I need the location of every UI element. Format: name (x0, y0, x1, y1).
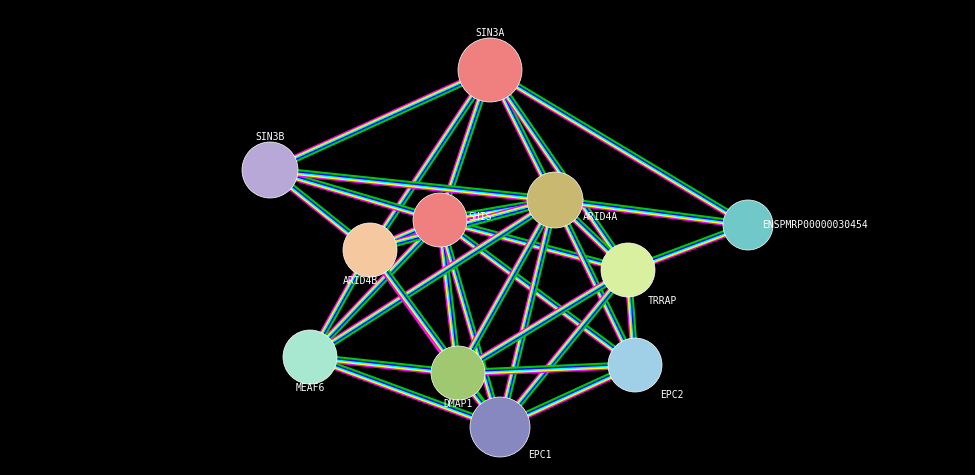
Circle shape (283, 330, 337, 384)
Text: TRRAP: TRRAP (647, 296, 677, 306)
Text: SHIS: SHIS (468, 212, 491, 222)
Text: MEAF6: MEAF6 (295, 383, 325, 393)
Circle shape (527, 172, 583, 228)
Text: EPC1: EPC1 (528, 450, 552, 460)
Circle shape (601, 243, 655, 297)
Circle shape (458, 38, 522, 102)
Circle shape (470, 397, 530, 457)
Text: EPC2: EPC2 (660, 390, 683, 400)
Circle shape (723, 200, 773, 250)
Text: ARID4A: ARID4A (582, 212, 617, 222)
Text: DMAP1: DMAP1 (444, 399, 473, 409)
Text: ARID4B: ARID4B (342, 276, 377, 286)
Circle shape (343, 223, 397, 277)
Circle shape (413, 193, 467, 247)
Text: SIN3B: SIN3B (255, 132, 285, 142)
Circle shape (242, 142, 298, 198)
Circle shape (431, 346, 485, 400)
Circle shape (608, 338, 662, 392)
Text: SIN3A: SIN3A (476, 28, 505, 38)
Text: ENSPMRP00000030454: ENSPMRP00000030454 (762, 220, 868, 230)
